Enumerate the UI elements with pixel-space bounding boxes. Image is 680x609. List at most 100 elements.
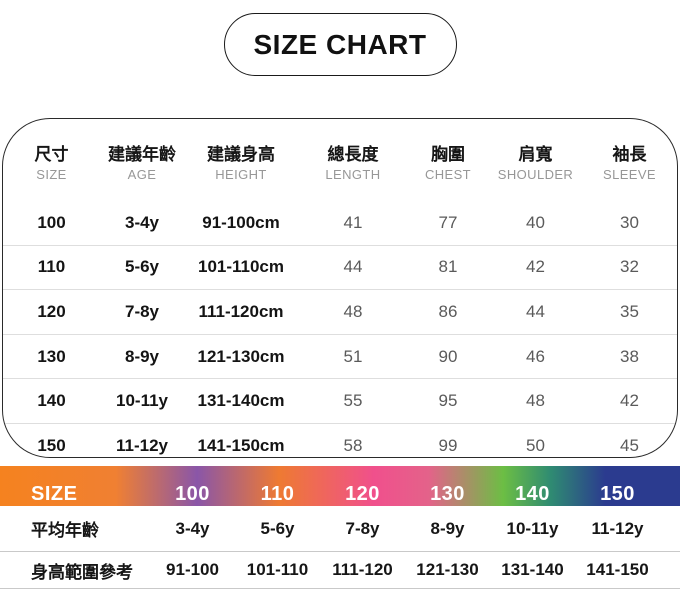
column-header-height: 建議身高 HEIGHT bbox=[184, 144, 298, 181]
size-table-header: 尺寸 SIZE 建議年齡 AGE 建議身高 HEIGHT 總長度 LENGTH 胸圍 CHEST 肩… bbox=[3, 119, 677, 201]
cell-measure: 44 bbox=[343, 257, 363, 277]
summary-value: 141-150 bbox=[586, 560, 649, 579]
cell-measure: 38 bbox=[620, 346, 639, 366]
cell-measure: 48 bbox=[526, 391, 545, 411]
cell-dark: 8-9y bbox=[124, 346, 160, 366]
gradient-size-110: 110 bbox=[260, 483, 295, 505]
column-header-zh: 胸圍 bbox=[431, 145, 465, 165]
column-header-en: CHEST bbox=[424, 166, 472, 182]
summary-value: 11-12y bbox=[591, 518, 644, 538]
column-header-size: 尺寸 SIZE bbox=[3, 144, 100, 181]
cell-dark: 120 bbox=[37, 301, 66, 321]
gradient-size-130: 130 bbox=[430, 483, 465, 505]
cell-measure: 58 bbox=[343, 435, 363, 455]
cell-measure: 32 bbox=[620, 257, 639, 277]
cell-measure: 44 bbox=[526, 301, 545, 321]
table-row: 100 3-4y 91-100cm 41 77 40 30 bbox=[3, 201, 677, 245]
cell-dark: 100 bbox=[37, 212, 66, 232]
gradient-size-label: SIZE bbox=[31, 483, 78, 505]
cell-measure: 90 bbox=[438, 346, 458, 366]
cell-measure: 41 bbox=[343, 212, 363, 232]
cell-dark: 101-110cm bbox=[197, 257, 285, 277]
cell-measure: 99 bbox=[438, 435, 458, 455]
cell-dark: 150 bbox=[37, 435, 66, 455]
gradient-size-140: 140 bbox=[515, 483, 550, 505]
column-header-zh: 袖長 bbox=[612, 145, 647, 165]
column-header-en: SHOULDER bbox=[497, 166, 574, 182]
cell-dark: 130 bbox=[37, 346, 66, 366]
cell-dark: 3-4y bbox=[124, 212, 160, 232]
column-header-en: LENGTH bbox=[325, 166, 381, 182]
column-header-length: 總長度 LENGTH bbox=[298, 144, 408, 181]
summary-value: 10-11y bbox=[506, 518, 559, 538]
cell-dark: 131-140cm bbox=[197, 391, 285, 411]
column-header-en: AGE bbox=[127, 166, 157, 182]
table-row: 150 11-12y 141-150cm 58 99 50 45 bbox=[3, 422, 677, 457]
table-row: 110 5-6y 101-110cm 44 81 42 32 bbox=[3, 244, 677, 290]
cell-dark: 7-8y bbox=[124, 301, 160, 321]
table-row: 130 8-9y 121-130cm 51 90 46 38 bbox=[3, 333, 677, 379]
summary-row-label: 平均年齡 bbox=[31, 521, 99, 540]
summary-value: 7-8y bbox=[345, 518, 380, 538]
summary-row: 身高範圍參考 91-100 101-110 111-120 121-130 131-140… bbox=[0, 552, 680, 589]
cell-measure: 51 bbox=[343, 346, 363, 366]
summary-row: 平均年齡 3-4y 5-6y 7-8y 8-9y 10-11y 11-12y bbox=[0, 506, 680, 552]
cell-measure: 55 bbox=[343, 391, 363, 411]
gradient-size-120: 120 bbox=[345, 483, 380, 505]
cell-measure: 42 bbox=[526, 257, 545, 277]
cell-measure: 50 bbox=[526, 435, 545, 455]
cell-measure: 30 bbox=[620, 212, 639, 232]
cell-measure: 42 bbox=[620, 391, 639, 411]
column-header-zh: 建議年齡 bbox=[108, 145, 176, 165]
column-header-chest: 胸圍 CHEST bbox=[408, 144, 488, 181]
column-header-en: HEIGHT bbox=[215, 166, 267, 182]
summary-row-label: 身高範圍參考 bbox=[31, 562, 133, 582]
cell-dark: 11-12y bbox=[116, 435, 168, 455]
size-table-body: 100 3-4y 91-100cm 41 77 40 30 110 5-6y 101-110cm 4… bbox=[3, 201, 677, 457]
summary-value: 8-9y bbox=[430, 518, 465, 538]
gradient-size-150: 150 bbox=[600, 483, 635, 505]
column-header-sleeve: 袖長 SLEEVE bbox=[583, 144, 676, 181]
table-row: 120 7-8y 111-120cm 48 86 44 35 bbox=[3, 289, 677, 334]
cell-dark: 91-100cm bbox=[202, 212, 280, 232]
cell-dark: 10-11y bbox=[116, 391, 168, 411]
cell-measure: 81 bbox=[438, 257, 458, 277]
summary-value: 5-6y bbox=[260, 518, 295, 538]
cell-measure: 48 bbox=[343, 301, 363, 321]
column-header-zh: 總長度 bbox=[327, 145, 379, 165]
summary-value: 101-110 bbox=[246, 560, 309, 579]
cell-measure: 95 bbox=[438, 391, 458, 411]
column-header-zh: 建議身高 bbox=[207, 145, 275, 165]
cell-measure: 46 bbox=[526, 346, 545, 366]
cell-dark: 141-150cm bbox=[197, 435, 285, 455]
cell-dark: 111-120cm bbox=[198, 301, 284, 321]
cell-dark: 121-130cm bbox=[197, 346, 285, 366]
cell-dark: 5-6y bbox=[124, 257, 160, 277]
size-chart-title-pill: SIZE CHART bbox=[223, 13, 457, 76]
cell-dark: 110 bbox=[37, 257, 66, 277]
size-gradient-bar: SIZE 100 110 120 130 140 150 bbox=[0, 466, 680, 506]
column-header-zh: 尺寸 bbox=[34, 145, 69, 165]
cell-measure: 45 bbox=[620, 435, 639, 455]
cell-measure: 77 bbox=[438, 212, 458, 232]
summary-value: 121-130 bbox=[416, 560, 479, 579]
summary-value: 3-4y bbox=[175, 518, 210, 538]
summary-table: 平均年齡 3-4y 5-6y 7-8y 8-9y 10-11y 11-12y 身高範圍參考 91… bbox=[0, 506, 680, 589]
cell-measure: 40 bbox=[526, 212, 545, 232]
column-header-age: 建議年齡 AGE bbox=[100, 144, 184, 181]
cell-measure: 35 bbox=[620, 301, 639, 321]
column-header-en: SIZE bbox=[36, 166, 67, 182]
page-title: SIZE CHART bbox=[253, 28, 427, 60]
size-table-card: 尺寸 SIZE 建議年齡 AGE 建議身高 HEIGHT 總長度 LENGTH 胸圍 CHEST 肩… bbox=[2, 118, 678, 458]
cell-measure: 86 bbox=[438, 301, 458, 321]
cell-dark: 140 bbox=[37, 391, 66, 411]
column-header-zh: 肩寬 bbox=[518, 145, 553, 165]
column-header-en: SLEEVE bbox=[603, 166, 656, 182]
gradient-size-100: 100 bbox=[175, 483, 210, 505]
summary-value: 131-140 bbox=[501, 560, 564, 579]
table-row: 140 10-11y 131-140cm 55 95 48 42 bbox=[3, 378, 677, 423]
summary-value: 91-100 bbox=[166, 560, 219, 579]
summary-value: 111-120 bbox=[332, 560, 393, 579]
column-header-shoulder: 肩寬 SHOULDER bbox=[488, 144, 583, 181]
